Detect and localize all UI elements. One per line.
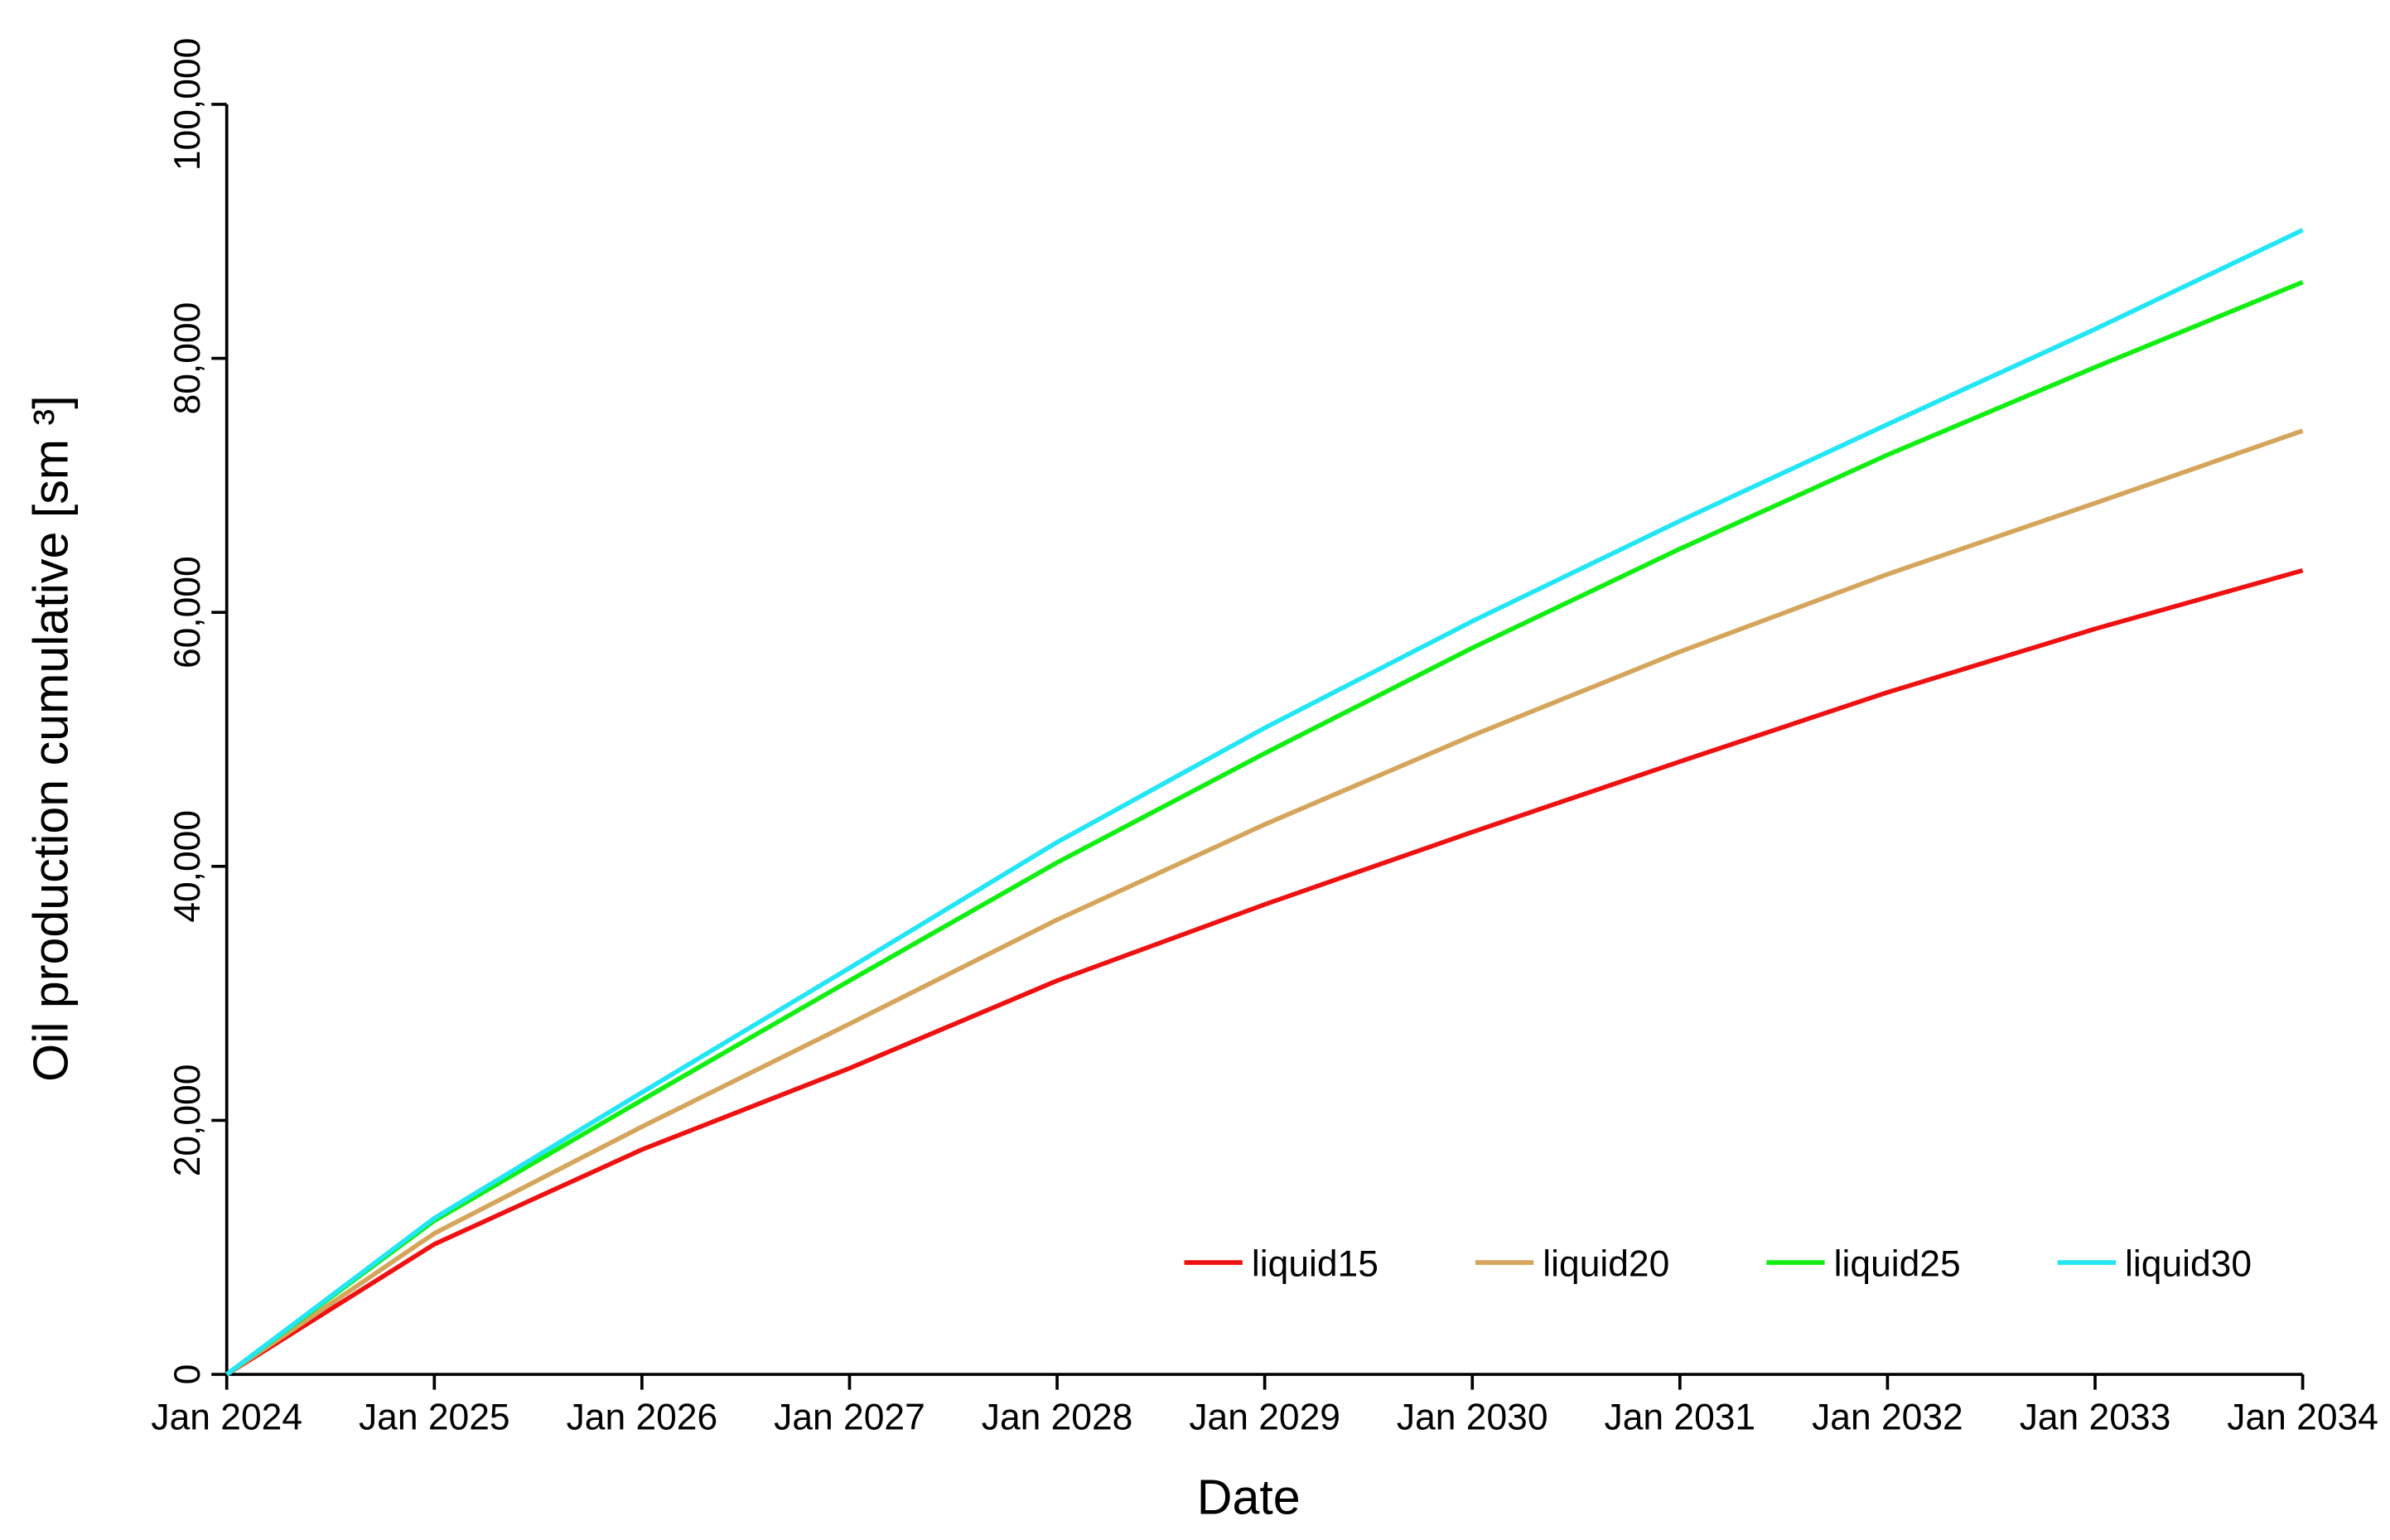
- x-tick-label: Jan 2024: [151, 1398, 302, 1438]
- y-tick-label: 0: [167, 1364, 208, 1385]
- legend-label: liquid15: [1252, 1244, 1378, 1285]
- x-tick-label: Jan 2031: [1605, 1398, 1756, 1438]
- x-axis-title: Date: [1197, 1469, 1301, 1524]
- y-tick-label: 20,000: [167, 1064, 208, 1177]
- x-tick-label: Jan 2034: [2227, 1398, 2378, 1438]
- y-axis-title: Oil production cumulative [sm ³]: [22, 395, 78, 1081]
- series-line: [225, 567, 2304, 1377]
- legend-label: liquid25: [1834, 1244, 1961, 1285]
- y-tick-label: 40,000: [167, 810, 208, 923]
- x-tick-label: Jan 2028: [982, 1398, 1133, 1438]
- x-tick-label: Jan 2025: [359, 1398, 510, 1438]
- series-line: [225, 228, 2304, 1377]
- x-tick-label: Jan 2027: [774, 1398, 925, 1438]
- y-tick-label: 80,000: [167, 302, 208, 415]
- y-tick-label: 60,000: [167, 556, 208, 669]
- x-tick-label: Jan 2033: [2020, 1398, 2171, 1438]
- x-tick-label: Jan 2030: [1397, 1398, 1548, 1438]
- series-line: [225, 428, 2304, 1377]
- legend-label: liquid30: [2125, 1244, 2252, 1285]
- x-tick-label: Jan 2029: [1189, 1398, 1340, 1438]
- x-tick-label: Jan 2032: [1812, 1398, 1963, 1438]
- y-tick-label: 100,000: [167, 38, 208, 171]
- x-tick-label: Jan 2026: [567, 1398, 718, 1438]
- series-line: [225, 280, 2304, 1377]
- legend-label: liquid20: [1543, 1244, 1669, 1285]
